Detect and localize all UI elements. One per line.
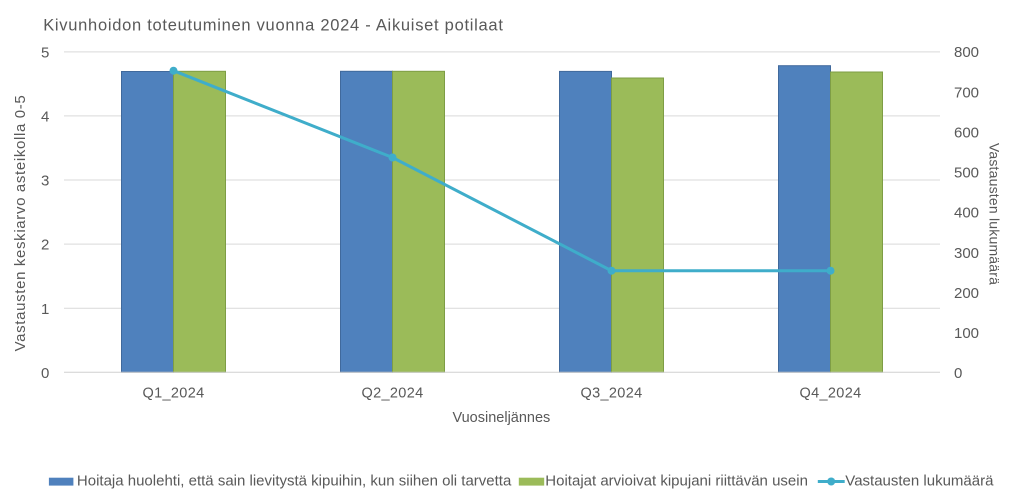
svg-text:Kivunhoidon toteutuminen vuonn: Kivunhoidon toteutuminen vuonna 2024 - A… <box>43 17 503 35</box>
svg-text:3: 3 <box>41 173 49 190</box>
svg-text:1: 1 <box>41 301 49 318</box>
svg-text:700: 700 <box>954 85 979 102</box>
svg-text:Vastausten keskiarvo asteikoll: Vastausten keskiarvo asteikolla 0-5 <box>12 95 29 352</box>
svg-text:200: 200 <box>954 285 979 302</box>
svg-text:Vastausten lukumäärä: Vastausten lukumäärä <box>845 473 994 490</box>
svg-text:400: 400 <box>954 205 979 222</box>
svg-text:Q4_2024: Q4_2024 <box>799 385 861 401</box>
svg-text:Hoitajat arvioivat kipujani ri: Hoitajat arvioivat kipujani riittävän us… <box>545 473 808 490</box>
svg-text:300: 300 <box>954 245 979 262</box>
svg-text:4: 4 <box>41 109 49 126</box>
svg-text:Vastausten lukumäärä: Vastausten lukumäärä <box>986 143 1002 285</box>
svg-text:Q2_2024: Q2_2024 <box>361 385 423 401</box>
svg-text:0: 0 <box>954 365 962 382</box>
svg-text:2: 2 <box>41 237 49 254</box>
svg-text:Hoitaja huolehti, että sain li: Hoitaja huolehti, että sain lievitystä k… <box>77 473 512 490</box>
svg-text:100: 100 <box>954 325 979 342</box>
svg-text:600: 600 <box>954 125 979 142</box>
svg-text:Vuosineljännes: Vuosineljännes <box>452 410 550 426</box>
svg-text:Q1_2024: Q1_2024 <box>142 385 204 401</box>
svg-text:0: 0 <box>41 365 49 382</box>
svg-text:Q3_2024: Q3_2024 <box>580 385 642 401</box>
svg-text:800: 800 <box>954 44 979 61</box>
svg-text:500: 500 <box>954 165 979 182</box>
svg-text:5: 5 <box>41 45 49 62</box>
